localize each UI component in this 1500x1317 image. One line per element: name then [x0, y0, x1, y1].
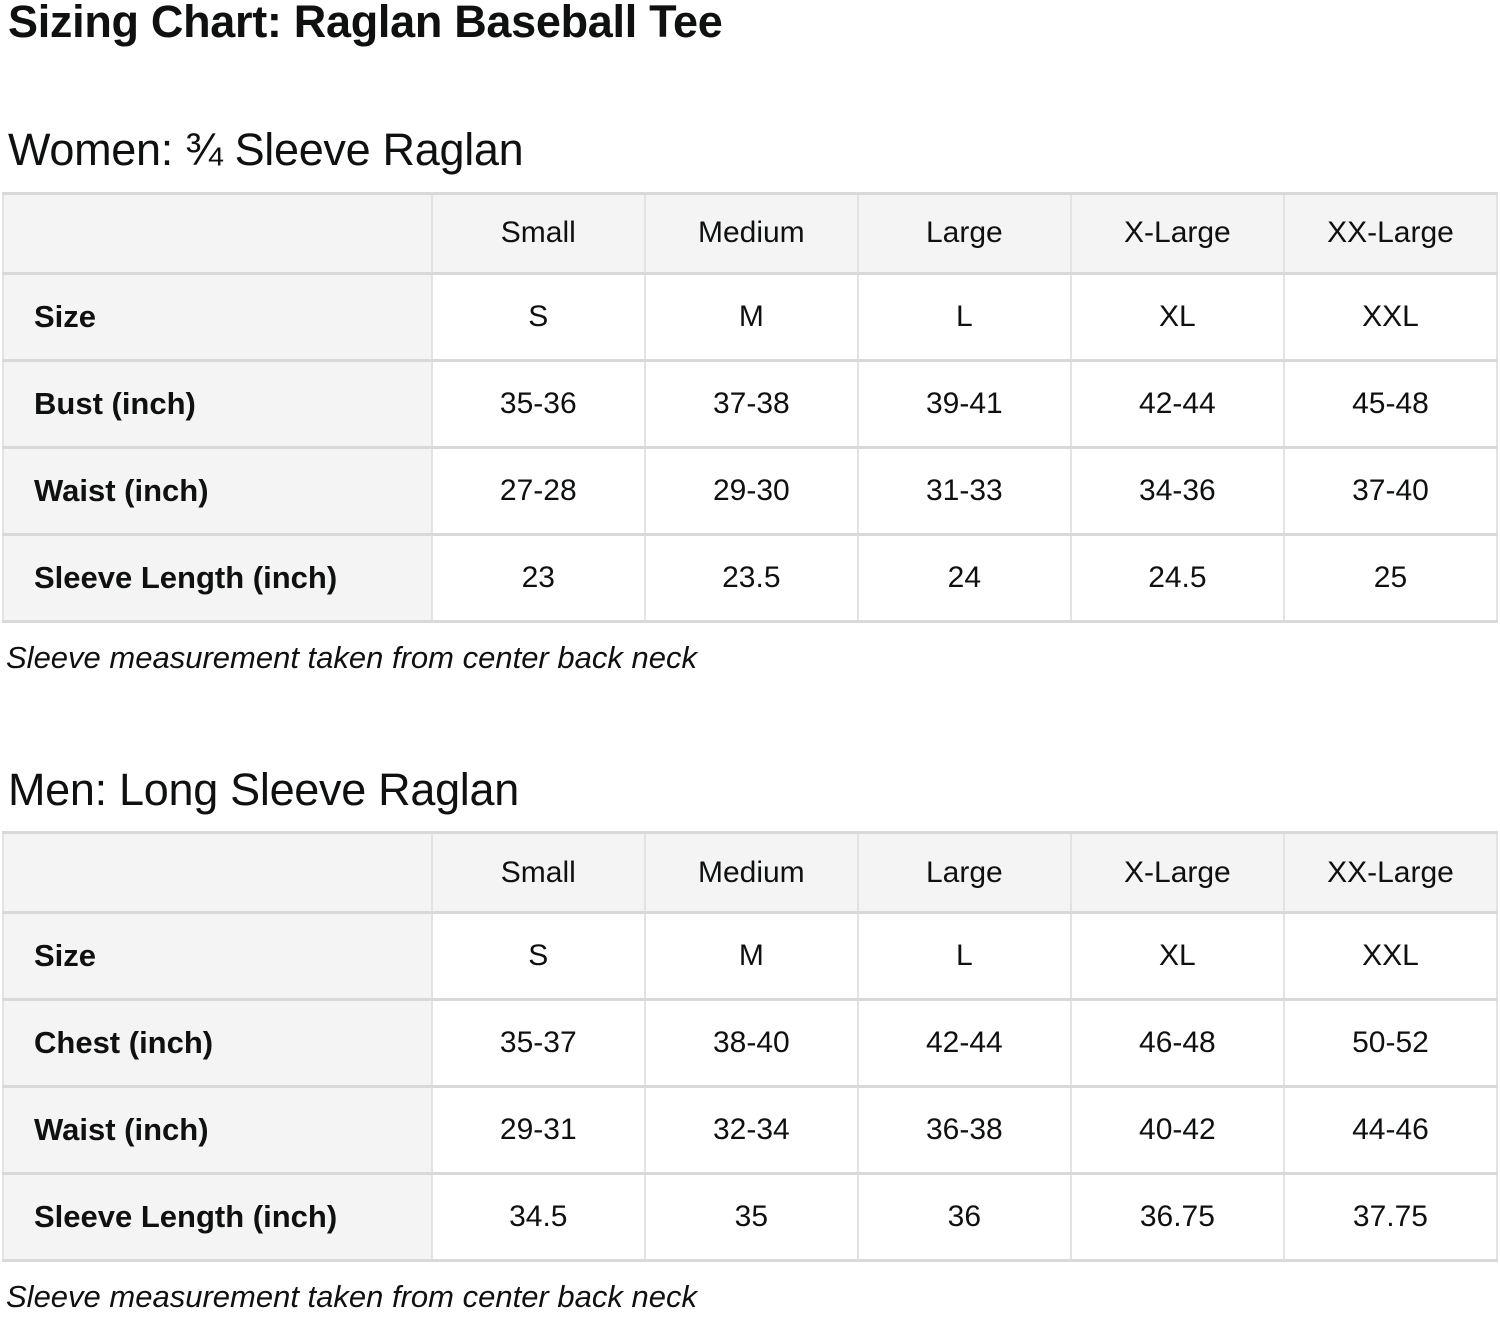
value-cell: 24.5	[1069, 532, 1285, 623]
women-header-row: Small Medium Large X-Large XX-Large	[2, 191, 1499, 275]
value-cell: XL	[1069, 271, 1285, 362]
women-size-row: Size S M L XL XXL	[2, 271, 1499, 362]
header-cell-xxlarge: XX-Large	[1282, 191, 1499, 275]
women-size-table: Small Medium Large X-Large XX-Large Size…	[2, 191, 1499, 623]
row-label-cell: Waist (inch)	[2, 445, 433, 536]
value-cell: 42-44	[1069, 358, 1285, 449]
row-label-cell: Size	[2, 271, 433, 362]
header-cell-small: Small	[430, 831, 646, 915]
value-cell: 35-36	[430, 358, 646, 449]
header-cell-xxlarge: XX-Large	[1282, 831, 1499, 915]
value-cell: 31-33	[856, 445, 1072, 536]
men-header-row: Small Medium Large X-Large XX-Large	[2, 831, 1499, 915]
women-waist-row: Waist (inch) 27-28 29-30 31-33 34-36 37-…	[2, 445, 1499, 536]
value-cell: 37.75	[1282, 1172, 1499, 1263]
header-cell-small: Small	[430, 191, 646, 275]
header-cell-large: Large	[856, 831, 1072, 915]
value-cell: S	[430, 911, 646, 1002]
value-cell: 37-38	[643, 358, 859, 449]
value-cell: 45-48	[1282, 358, 1499, 449]
header-cell-xlarge: X-Large	[1069, 831, 1285, 915]
row-label-cell: Chest (inch)	[2, 998, 433, 1089]
value-cell: 40-42	[1069, 1085, 1285, 1176]
header-cell-medium: Medium	[643, 191, 859, 275]
value-cell: 50-52	[1282, 998, 1499, 1089]
value-cell: 46-48	[1069, 998, 1285, 1089]
men-size-table: Small Medium Large X-Large XX-Large Size…	[2, 831, 1499, 1263]
men-section-heading: Men: Long Sleeve Raglan	[8, 763, 519, 815]
value-cell: 25	[1282, 532, 1499, 623]
value-cell: 23	[430, 532, 646, 623]
value-cell: XL	[1069, 911, 1285, 1002]
value-cell: 27-28	[430, 445, 646, 536]
header-cell-medium: Medium	[643, 831, 859, 915]
women-bust-row: Bust (inch) 35-36 37-38 39-41 42-44 45-4…	[2, 358, 1499, 449]
value-cell: 42-44	[856, 998, 1072, 1089]
row-label-cell: Sleeve Length (inch)	[2, 532, 433, 623]
value-cell: 32-34	[643, 1085, 859, 1176]
value-cell: S	[430, 271, 646, 362]
women-sleeve-note: Sleeve measurement taken from center bac…	[6, 639, 697, 675]
page-title: Sizing Chart: Raglan Baseball Tee	[8, 0, 723, 47]
row-label-cell: Sleeve Length (inch)	[2, 1172, 433, 1263]
header-cell-large: Large	[856, 191, 1072, 275]
row-label-cell: Waist (inch)	[2, 1085, 433, 1176]
corner-cell	[2, 191, 433, 275]
men-chest-row: Chest (inch) 35-37 38-40 42-44 46-48 50-…	[2, 998, 1499, 1089]
value-cell: 29-31	[430, 1085, 646, 1176]
value-cell: 34.5	[430, 1172, 646, 1263]
value-cell: XXL	[1282, 271, 1499, 362]
value-cell: 36-38	[856, 1085, 1072, 1176]
corner-cell	[2, 831, 433, 915]
value-cell: 24	[856, 532, 1072, 623]
value-cell: 34-36	[1069, 445, 1285, 536]
men-section: Men: Long Sleeve Raglan Small Medium Lar…	[2, 762, 1499, 1317]
value-cell: 36	[856, 1172, 1072, 1263]
value-cell: L	[856, 271, 1072, 362]
value-cell: 39-41	[856, 358, 1072, 449]
men-waist-row: Waist (inch) 29-31 32-34 36-38 40-42 44-…	[2, 1085, 1499, 1176]
value-cell: 36.75	[1069, 1172, 1285, 1263]
value-cell: 38-40	[643, 998, 859, 1089]
men-sleeve-row: Sleeve Length (inch) 34.5 35 36 36.75 37…	[2, 1172, 1499, 1263]
value-cell: L	[856, 911, 1072, 1002]
women-sleeve-row: Sleeve Length (inch) 23 23.5 24 24.5 25	[2, 532, 1499, 623]
value-cell: 35	[643, 1172, 859, 1263]
women-section: Women: ¾ Sleeve Raglan Small Medium Larg…	[2, 122, 1499, 678]
value-cell: 37-40	[1282, 445, 1499, 536]
value-cell: 29-30	[643, 445, 859, 536]
value-cell: M	[643, 271, 859, 362]
value-cell: 35-37	[430, 998, 646, 1089]
men-sleeve-note: Sleeve measurement taken from center bac…	[6, 1279, 697, 1315]
header-cell-xlarge: X-Large	[1069, 191, 1285, 275]
value-cell: 44-46	[1282, 1085, 1499, 1176]
value-cell: 23.5	[643, 532, 859, 623]
value-cell: M	[643, 911, 859, 1002]
value-cell: XXL	[1282, 911, 1499, 1002]
row-label-cell: Bust (inch)	[2, 358, 433, 449]
men-size-row: Size S M L XL XXL	[2, 911, 1499, 1002]
women-section-heading: Women: ¾ Sleeve Raglan	[8, 124, 524, 176]
row-label-cell: Size	[2, 911, 433, 1002]
